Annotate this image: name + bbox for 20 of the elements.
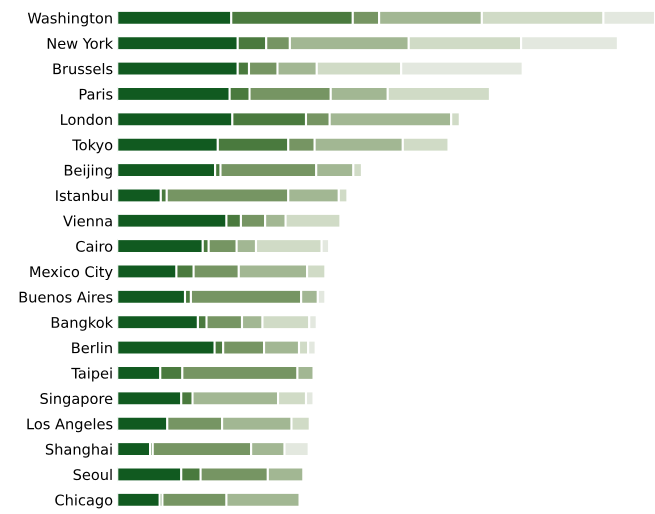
y-tick-label: Paris <box>80 88 112 100</box>
y-tick-label: Cairo <box>76 240 112 252</box>
y-tick-label: Seoul <box>74 468 112 480</box>
y-tick-label: London <box>61 114 112 126</box>
y-tick-label: Buenos Aires <box>20 291 112 303</box>
y-tick-label: Tokyo <box>72 139 112 154</box>
y-tick-label: Chicago <box>55 494 112 508</box>
y-tick-label: Istanbul <box>56 190 112 202</box>
y-tick-label: Mexico City <box>30 266 113 280</box>
y-tick-label: Beijing <box>64 164 112 179</box>
y-tick-label: Vienna <box>63 215 112 226</box>
y-tick-label: Shanghai <box>46 444 112 458</box>
y-tick-label: Singapore <box>40 392 112 407</box>
y-tick-label: New York <box>48 38 114 49</box>
y-tick-label: Los Angeles <box>27 418 112 432</box>
y-tick-label: Berlin <box>72 342 112 354</box>
y-tick-label: Brussels <box>53 63 112 74</box>
y-tick-label: Bangkok <box>52 316 114 331</box>
y-tick-label: Washington <box>28 12 112 26</box>
y-tick-label: Taipei <box>71 367 112 382</box>
